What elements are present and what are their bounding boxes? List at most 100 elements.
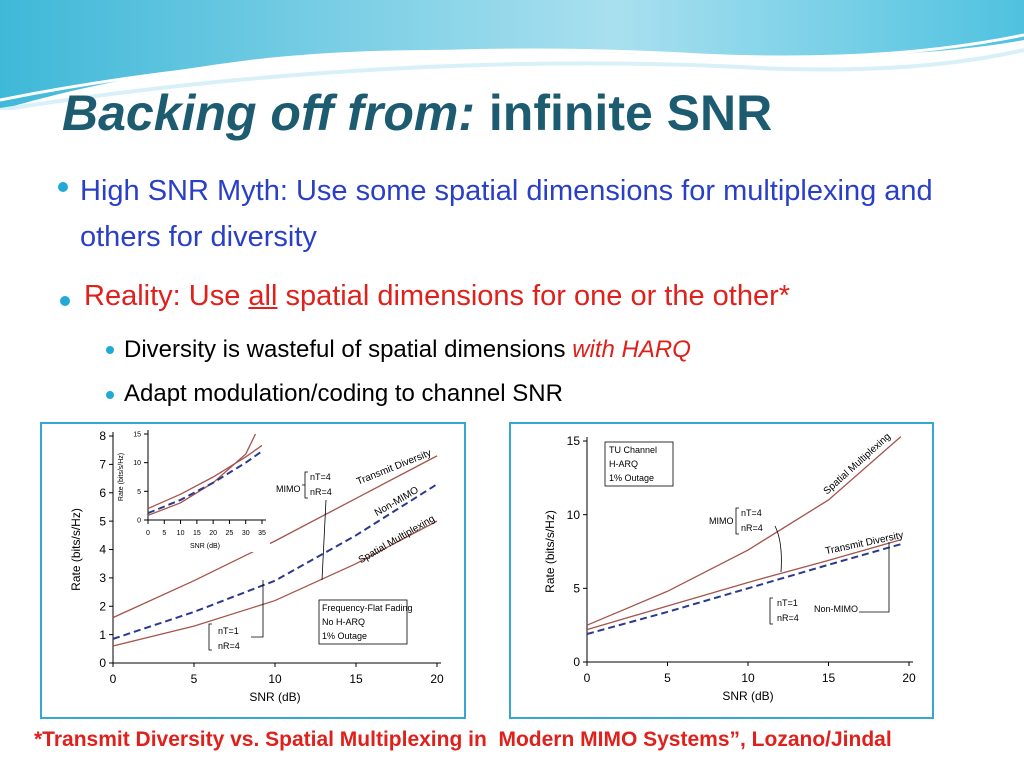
series-line (586, 539, 902, 631)
series-line (112, 520, 438, 647)
title-italic: Backing off from: (62, 85, 475, 141)
series-line (112, 483, 438, 640)
slide-title: Backing off from: infinite SNR (62, 84, 772, 142)
x-tick-label: 0 (584, 671, 591, 685)
y-tick-label: 10 (133, 460, 141, 467)
figure-frame (509, 422, 934, 719)
bullet-dot (60, 296, 70, 306)
bullet-dot (58, 182, 68, 192)
y-tick-label: 5 (99, 514, 106, 528)
x-axis-label: SNR (dB) (249, 690, 300, 704)
y-tick-label: 1 (99, 628, 106, 642)
x-tick-label: 20 (430, 672, 444, 686)
x-tick-label: 25 (226, 530, 234, 537)
x-tick-label: 10 (741, 671, 755, 685)
x-tick-label: 0 (146, 530, 150, 537)
y-tick-label: 7 (99, 458, 106, 472)
header-waves (0, 0, 1024, 110)
annotation-box (318, 599, 408, 645)
annotation: 1% Outage (609, 473, 654, 483)
series-label: Spatial Multiplexing (357, 514, 437, 567)
sub-bullet: Diversity is wasteful of spatial dimensi… (124, 336, 691, 364)
x-tick-label: 35 (258, 530, 266, 537)
series-line (147, 450, 263, 515)
bracket (302, 471, 327, 581)
y-tick-label: 2 (99, 599, 106, 613)
x-tick-label: 10 (177, 530, 185, 537)
y-tick-label: 5 (137, 489, 141, 496)
x-tick-label: 30 (242, 530, 250, 537)
y-tick-label: 15 (567, 434, 581, 448)
bullet: Reality: Use all spatial dimensions for … (84, 280, 790, 313)
emphasis: with HARQ (572, 336, 691, 363)
annotation: nR=4 (218, 641, 240, 651)
x-tick-label: 20 (209, 530, 217, 537)
inset-background (120, 426, 270, 552)
annotation: MIMO (709, 516, 734, 526)
series-line (586, 436, 902, 626)
series-label: Non-MIMO (509, 422, 534, 425)
figure-frame (40, 422, 466, 719)
annotation: Frequency-Flat Fading (322, 603, 413, 613)
annotation: No H-ARQ (322, 617, 365, 627)
y-tick-label: 10 (567, 508, 581, 522)
series-line (147, 444, 263, 510)
annotation: Non-MIMO (814, 604, 858, 614)
footnote: *Transmit Diversity vs. Spatial Multiple… (34, 728, 892, 751)
annotation-box (604, 441, 674, 487)
annotation: H-ARQ (609, 459, 638, 469)
series-line (112, 455, 438, 619)
bracket (208, 580, 264, 651)
x-tick-label: 10 (268, 672, 282, 686)
x-tick-label: 20 (902, 671, 916, 685)
bullet-dot (106, 346, 114, 354)
bracket (769, 542, 890, 625)
annotation: nT=4 (741, 508, 762, 518)
title-regular: infinite SNR (488, 85, 773, 141)
y-axis-label: Rate (bits/s/Hz) (118, 453, 125, 501)
x-tick-label: 5 (162, 530, 166, 537)
y-tick-label: 4 (99, 543, 106, 557)
y-tick-label: 5 (573, 582, 580, 596)
series-label: Non-MIMO (373, 485, 421, 519)
y-tick-label: 0 (99, 656, 106, 670)
y-tick-label: 3 (99, 571, 106, 585)
annotation: nR=4 (741, 523, 763, 533)
annotation: nR=4 (777, 613, 799, 623)
x-tick-label: 5 (664, 671, 671, 685)
emphasis: all (248, 280, 278, 312)
annotation: 1% Outage (322, 631, 367, 641)
y-tick-label: 0 (137, 517, 141, 524)
series-line (586, 543, 902, 635)
annotation: nT=1 (218, 626, 239, 636)
bracket (735, 507, 782, 573)
sub-bullet: Adapt modulation/coding to channel SNR (124, 380, 563, 407)
x-tick-label: 5 (191, 672, 198, 686)
annotation: nT=4 (310, 472, 331, 482)
y-axis-label: Rate (bits/s/Hz) (69, 508, 83, 591)
x-tick-label: 0 (110, 672, 117, 686)
text: spatial dimensions for one or the other* (285, 280, 791, 312)
x-tick-label: 15 (349, 672, 363, 686)
x-axis-label: SNR (dB) (722, 689, 773, 703)
series-label: Transmit Diversity (355, 448, 433, 488)
annotation: TU Channel (609, 445, 657, 455)
bullet: High SNR Myth: Use some spatial dimensio… (80, 175, 933, 253)
annotation: MIMO (276, 484, 301, 494)
bullet-dot (106, 391, 114, 399)
y-tick-label: 6 (99, 486, 106, 500)
annotation: nR=4 (310, 487, 332, 497)
x-axis-label: SNR (dB) (190, 543, 220, 550)
annotation: nT=1 (777, 598, 798, 608)
chart: 0 5 10 15 0 5 10 15 20 SNR (dB) Rate (bits/s/Hz) Sp… (509, 422, 916, 703)
x-tick-label: 15 (193, 530, 201, 537)
chart: 0 1 2 3 4 5 6 7 8 0 5 10 15 20 SNR (dB) Rate (bits/s/Hz… (69, 426, 444, 704)
y-axis-label: Rate (bits/s/Hz) (543, 510, 557, 593)
text: Reality: Use (84, 280, 241, 312)
x-tick-label: 15 (822, 671, 836, 685)
y-tick-label: 0 (573, 655, 580, 669)
text: Diversity is wasteful of spatial dimensi… (124, 336, 566, 363)
y-tick-label: 8 (99, 429, 106, 443)
series-label: Transmit Diversity (824, 530, 904, 557)
